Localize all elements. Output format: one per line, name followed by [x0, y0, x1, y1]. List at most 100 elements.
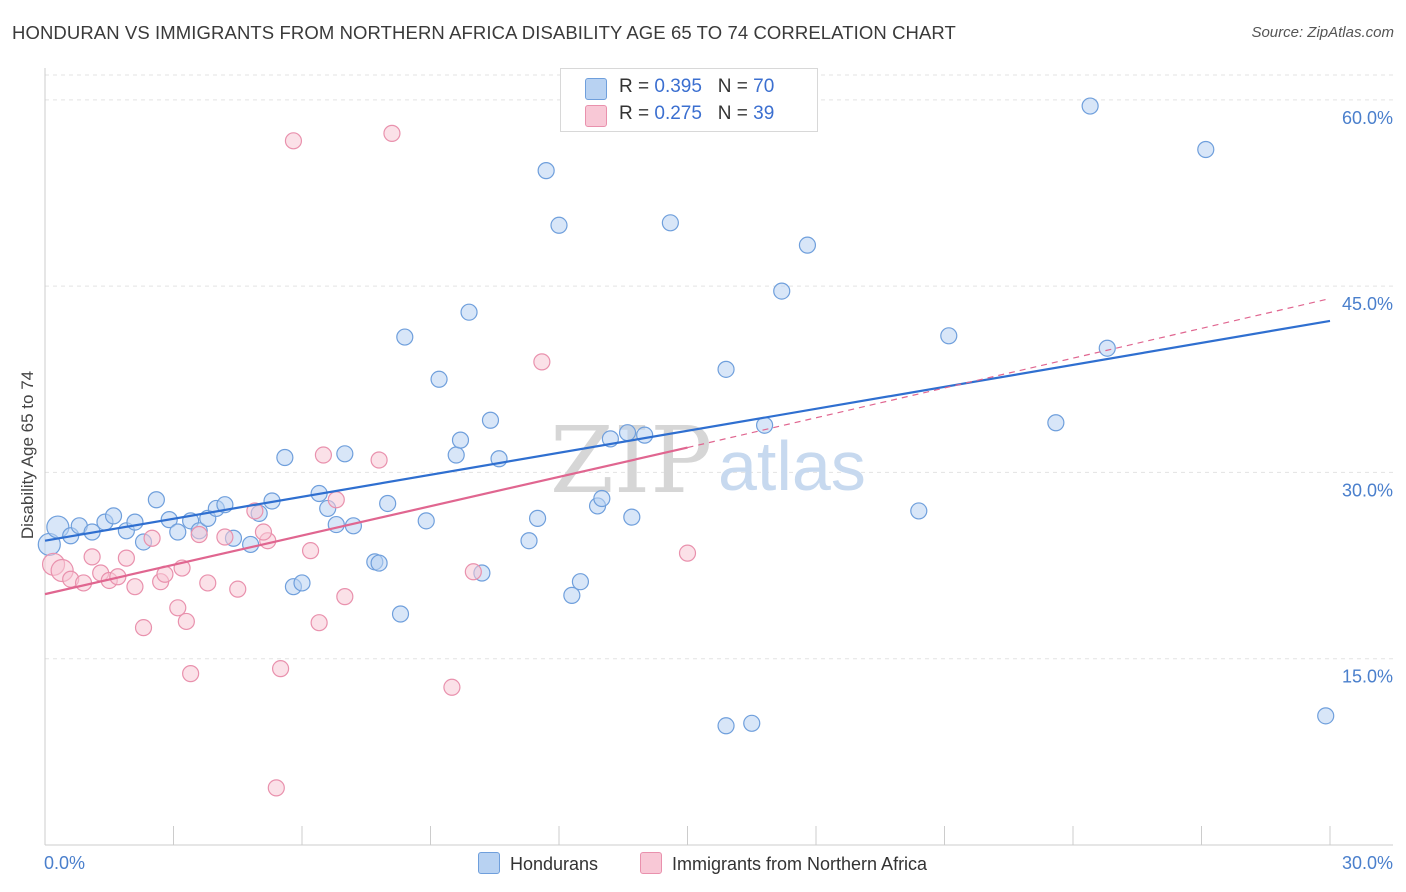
point-hondurans [623, 508, 641, 526]
point-hondurans [451, 431, 470, 449]
point-hondurans [169, 523, 187, 541]
point-immigrants [271, 660, 290, 678]
point-immigrants [229, 580, 247, 598]
trend-lines [44, 297, 1331, 596]
point-immigrants [182, 665, 200, 683]
legend-n-value: 70 [753, 76, 775, 97]
point-hondurans [242, 535, 260, 554]
legend-r-label: R = [619, 76, 655, 97]
watermark-atlas: atlas [718, 427, 866, 505]
correlation-legend: R = 0.395 N = 70 R = 0.275 N = 39 [560, 68, 818, 132]
point-hondurans [460, 303, 478, 321]
point-immigrants [177, 612, 195, 631]
point-hondurans [276, 448, 294, 467]
bottom-legend-swatch-immigrants [640, 852, 662, 874]
point-hondurans [717, 360, 735, 378]
legend-swatch-hondurans [585, 78, 607, 100]
bottom-legend-swatch-hondurans [478, 852, 500, 874]
source-label: Source: ZipAtlas.com [1251, 24, 1394, 41]
point-hondurans [910, 502, 928, 520]
point-hondurans [1197, 140, 1215, 159]
point-hondurans [1081, 97, 1099, 115]
y-tick-label: 45.0% [1342, 294, 1393, 314]
point-immigrants [134, 619, 153, 637]
point-hondurans [773, 282, 791, 300]
point-hondurans [370, 554, 388, 572]
legend-r-value: 0.275 [654, 103, 702, 124]
point-immigrants [126, 578, 144, 596]
bottom-legend-label-hondurans: Hondurans [510, 854, 599, 874]
point-immigrants [83, 548, 101, 566]
point-hondurans [396, 328, 414, 346]
legend-r-value: 0.395 [654, 76, 702, 97]
tick-labels: 15.0% 30.0% 45.0% 60.0% 0.0% 30.0% [44, 108, 1393, 873]
point-immigrants [443, 678, 461, 696]
point-immigrants [301, 542, 320, 560]
bottom-legend-label-immigrants: Immigrants from Northern Africa [672, 854, 928, 874]
point-immigrants [267, 779, 285, 797]
point-hondurans [593, 489, 611, 508]
point-immigrants [336, 588, 354, 606]
point-hondurans [391, 605, 410, 623]
bottom-legend-hondurans: Hondurans [478, 852, 598, 875]
point-hondurans [147, 491, 165, 509]
point-immigrants [246, 502, 264, 520]
point-hondurans [336, 445, 354, 463]
trend-line-hondurans [44, 319, 1331, 542]
x-tick-label: 0.0% [44, 853, 85, 873]
point-hondurans [1098, 339, 1116, 357]
point-immigrants [533, 353, 551, 371]
data-points [37, 97, 1335, 797]
point-immigrants [370, 451, 388, 469]
point-hondurans [550, 216, 568, 234]
point-hondurans [940, 327, 958, 345]
point-immigrants [216, 528, 234, 546]
point-immigrants [143, 529, 161, 547]
point-hondurans [1047, 414, 1065, 432]
point-hondurans [327, 515, 345, 534]
point-hondurans [743, 714, 761, 732]
point-immigrants [190, 525, 208, 544]
point-hondurans [104, 507, 123, 525]
point-hondurans [1317, 707, 1335, 725]
point-immigrants [199, 574, 217, 592]
point-hondurans [636, 426, 654, 444]
point-hondurans [481, 411, 500, 429]
legend-n-label: N = [717, 76, 754, 97]
bottom-legend-immigrants: Immigrants from Northern Africa [640, 852, 927, 875]
trend-line-immigrants [44, 446, 688, 596]
legend-n-label: N = [717, 103, 754, 124]
point-hondurans [528, 509, 547, 527]
y-tick-label: 15.0% [1342, 667, 1393, 687]
point-hondurans [563, 586, 581, 604]
point-immigrants [383, 124, 401, 142]
point-hondurans [571, 573, 590, 591]
trend-extension-immigrants [687, 297, 1331, 449]
point-immigrants [327, 491, 345, 509]
point-hondurans [417, 512, 435, 530]
point-hondurans [379, 494, 397, 513]
point-immigrants [117, 549, 135, 567]
y-tick-label: 30.0% [1342, 480, 1393, 500]
x-tick-label: 30.0% [1342, 853, 1393, 873]
point-hondurans [520, 532, 538, 550]
legend-r-label: R = [619, 103, 655, 124]
point-immigrants [464, 563, 482, 581]
point-immigrants [678, 544, 697, 562]
point-hondurans [661, 214, 679, 232]
point-hondurans [717, 717, 735, 735]
point-hondurans [798, 236, 817, 254]
point-immigrants [310, 614, 328, 632]
point-immigrants [169, 599, 187, 617]
legend-swatch-immigrants [585, 105, 607, 127]
axes [44, 68, 1393, 846]
point-hondurans [430, 370, 448, 388]
point-immigrants [254, 523, 273, 541]
point-hondurans [537, 162, 555, 180]
point-hondurans [126, 513, 144, 531]
legend-n-value: 39 [753, 103, 775, 124]
chart-title: HONDURAN VS IMMIGRANTS FROM NORTHERN AFR… [12, 22, 956, 43]
point-immigrants [284, 132, 303, 150]
point-hondurans [618, 424, 637, 442]
